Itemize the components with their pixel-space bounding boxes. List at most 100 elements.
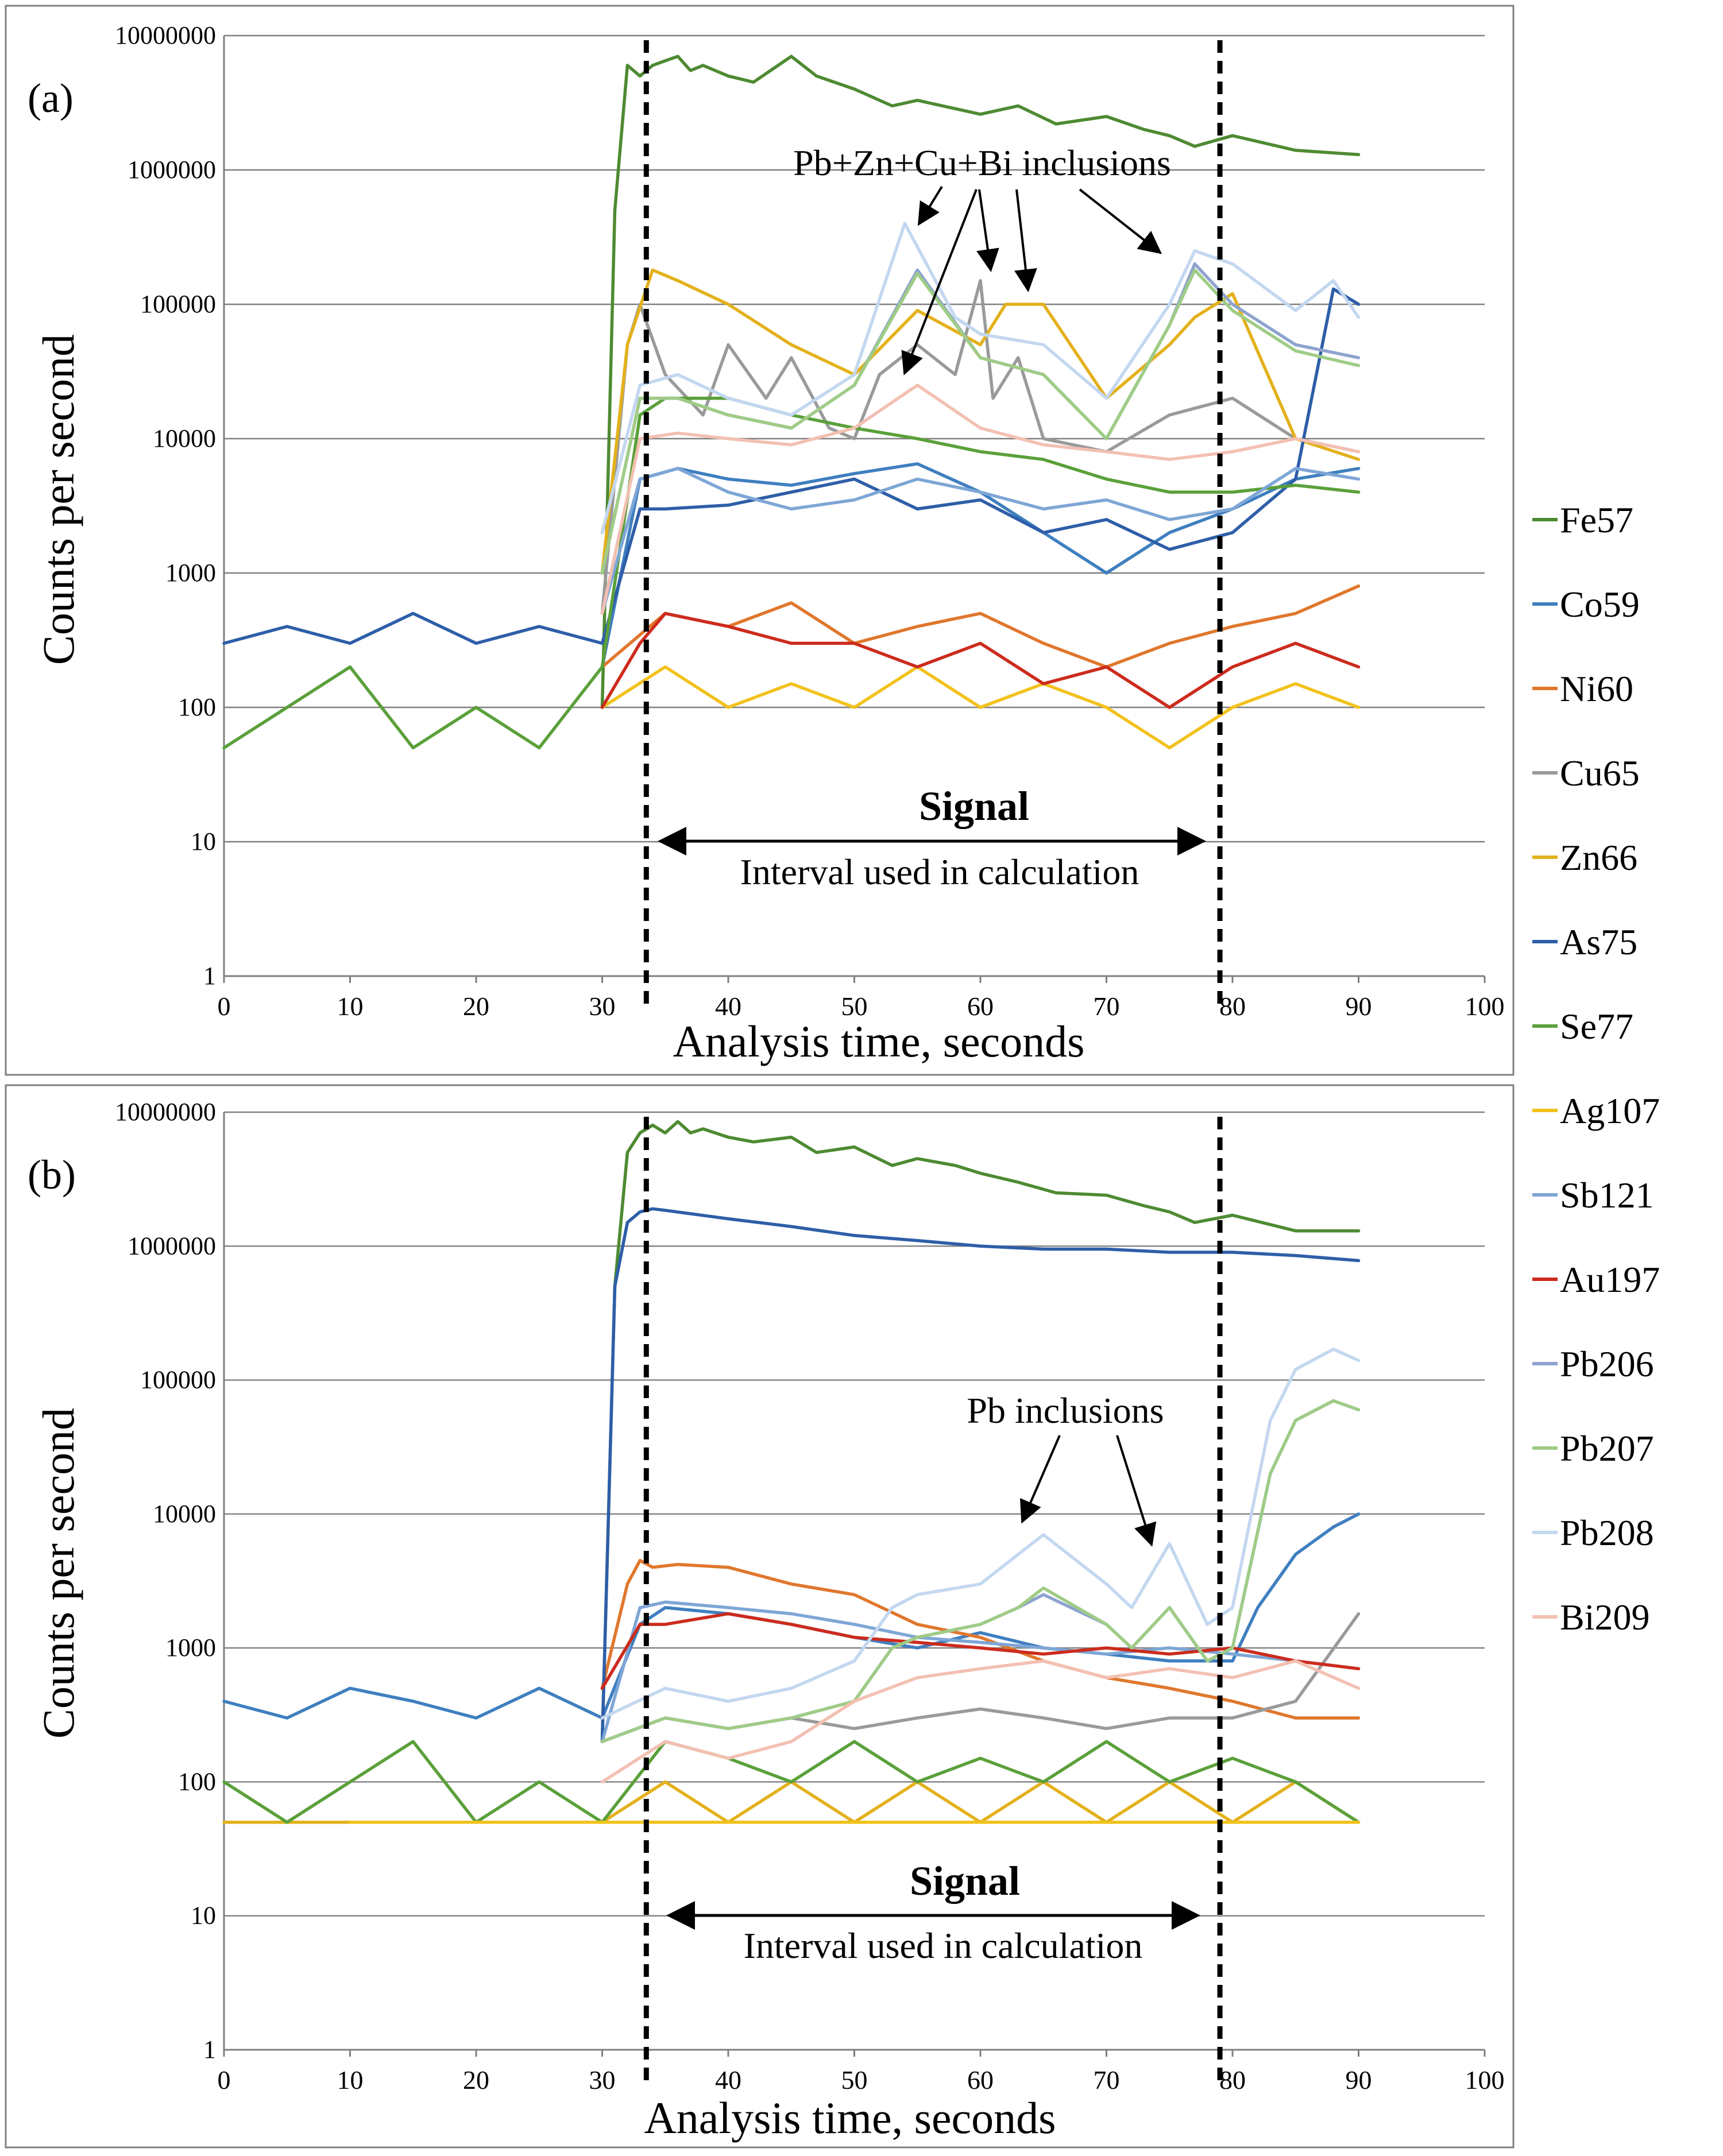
legend-item-sb121: Sb121 [1532, 1175, 1654, 1216]
panel-b-grid [223, 1111, 1485, 2051]
legend-label: Bi209 [1560, 1597, 1649, 1638]
legend-item-fe57: Fe57 [1532, 500, 1633, 540]
legend-label: Zn66 [1560, 837, 1637, 878]
panel-b-series-au197 [600, 1612, 1361, 1690]
panel-a-y-tick-label: 100 [178, 693, 216, 721]
panel-a-arrow-5 [1079, 188, 1162, 254]
panel-b-x-tick-label: 20 [463, 2065, 489, 2095]
panel-b-series [222, 1120, 1361, 1824]
legend-label: Sb121 [1560, 1175, 1654, 1216]
panel-b-series-zn66 [222, 1780, 1361, 1824]
panel-a-x-tick-label: 60 [967, 992, 994, 1021]
legend-label: Au197 [1560, 1259, 1660, 1300]
legend-label: Co59 [1560, 584, 1640, 625]
panel-a-frame [5, 5, 1515, 1076]
legend-item-se77: Se77 [1532, 1006, 1633, 1047]
panel-a-series-au197 [600, 611, 1361, 709]
panel-b-y-tick-label: 10 [191, 1902, 216, 1930]
panel-a-y-axis-title: Counts per second [33, 334, 83, 665]
panel-b-y-tick-label: 100000 [140, 1366, 216, 1394]
panel-a-y-tick-label: 1 [203, 962, 216, 990]
panel-b-interval-label: Interval used in calculation [744, 1925, 1143, 1966]
panel-b-x-tick-label: 90 [1346, 2065, 1372, 2095]
legend-label: Ni60 [1560, 668, 1633, 709]
panel-b-x-tick-label: 0 [218, 2065, 231, 2095]
legend-item-pb208: Pb208 [1532, 1512, 1654, 1553]
panel-b-x-tick-label: 60 [967, 2065, 994, 2095]
panel-a-arrow-4 [1014, 189, 1037, 292]
panel-b-x-tick-label: 50 [841, 2065, 868, 2095]
panel-b-arrow-2 [1116, 1435, 1157, 1547]
panel-a-y-tick-label: 100000 [140, 290, 216, 318]
legend: Fe57 Co59 Ni60 Cu65 Zn66 As75 Se77 Ag107 Sb121 Au… [1532, 500, 1660, 1638]
panel-a-series-co59 [600, 462, 1361, 669]
panel-b-arrow-1 [1019, 1435, 1061, 1524]
panel-a-series-fe57 [600, 55, 1361, 709]
panel-a-y-tick-label: 10 [191, 827, 216, 856]
legend-label: Pb208 [1560, 1512, 1654, 1553]
legend-item-cu65: Cu65 [1532, 753, 1640, 793]
panel-b-x-tick-label: 70 [1094, 2065, 1120, 2095]
panel-a-series-pb207 [600, 268, 1361, 575]
panel-b-y-tick-label: 1000000 [128, 1232, 216, 1260]
panel-b-inclusions-label: Pb inclusions [967, 1390, 1164, 1431]
panel-b-series-se77 [222, 1740, 1361, 1824]
panel-b-series-bi209 [600, 1659, 1361, 1784]
panel-a-x-tick-label: 10 [337, 992, 364, 1021]
legend-label: Se77 [1560, 1006, 1633, 1047]
legend-label: Cu65 [1560, 753, 1640, 793]
panel-b-y-tick-label: 10000000 [115, 1098, 216, 1126]
panel-a-arrow-3 [976, 189, 999, 272]
legend-item-bi209: Bi209 [1532, 1597, 1649, 1638]
legend-item-au197: Au197 [1532, 1259, 1660, 1300]
panel-b: 1 10 100 1000 10000 100000 1000000 10000000 0 10… [5, 1084, 1515, 2149]
panel-b-series-fe57 [600, 1120, 1361, 1743]
panel-b-y-tick-label: 100 [178, 1767, 216, 1795]
panel-a-series-cu65 [600, 279, 1361, 616]
panel-a-arrow-1 [917, 185, 943, 226]
panel-b-series-pb208 [600, 1348, 1361, 1720]
panel-b-series-pb207 [600, 1399, 1361, 1743]
panel-a-series-pb206 [600, 262, 1361, 575]
panel-a-y-ticks: 1 10 100 1000 10000 100000 1000000 10000000 [115, 21, 216, 990]
panel-a-series-as75 [222, 287, 1361, 645]
panel-a: 1 10 100 1000 10000 100000 1000000 10000000 0 10… [5, 5, 1515, 1076]
legend-item-zn66: Zn66 [1532, 837, 1637, 878]
panel-a-x-tick-label: 50 [841, 992, 868, 1021]
panel-a-series-ni60 [600, 584, 1361, 669]
panel-b-x-tick-label: 80 [1219, 2065, 1246, 2095]
panel-a-x-tick-label: 80 [1219, 992, 1246, 1021]
legend-item-co59: Co59 [1532, 584, 1640, 625]
legend-item-ag107: Ag107 [1532, 1090, 1660, 1131]
panel-a-x-tick-label: 30 [589, 992, 616, 1021]
panel-b-x-tick-label: 10 [337, 2065, 364, 2095]
panel-b-x-axis-title: Analysis time, seconds [644, 2093, 1056, 2143]
panel-a-x-tick-label: 20 [463, 992, 489, 1021]
legend-item-pb206: Pb206 [1532, 1344, 1654, 1384]
panel-b-x-tick-label: 40 [715, 2065, 741, 2095]
panel-b-series-as75 [600, 1207, 1361, 1743]
panel-b-y-axis-title: Counts per second [33, 1408, 83, 1739]
panel-b-frame [5, 1084, 1515, 2149]
panel-a-y-tick-label: 10000000 [115, 21, 216, 49]
legend-item-ni60: Ni60 [1532, 668, 1633, 709]
panel-b-y-ticks: 1 10 100 1000 10000 100000 1000000 10000000 [115, 1098, 216, 2064]
legend-label: As75 [1560, 922, 1637, 962]
panel-b-y-tick-label: 10000 [153, 1500, 216, 1528]
panel-a-series [222, 55, 1361, 750]
panel-a-x-tick-label: 100 [1465, 992, 1505, 1021]
legend-item-pb207: Pb207 [1532, 1428, 1654, 1469]
panel-a-x-tick-label: 40 [715, 992, 741, 1021]
panel-b-x-tick-label: 100 [1465, 2065, 1505, 2095]
legend-label: Pb206 [1560, 1344, 1654, 1384]
panel-a-series-pb208 [600, 222, 1361, 535]
panel-a-interval-label: Interval used in calculation [740, 851, 1139, 892]
panel-b-series-pb206 [600, 1399, 1361, 1743]
panel-a-series-sb121 [600, 467, 1361, 616]
panel-a-arrow-2 [901, 189, 978, 376]
panel-b-y-tick-label: 1000 [165, 1634, 216, 1662]
legend-label: Pb207 [1560, 1428, 1654, 1469]
panel-a-y-tick-label: 1000 [165, 559, 216, 587]
panel-b-x-ticks: 0 10 20 30 40 50 60 70 80 90 100 [218, 2050, 1505, 2095]
